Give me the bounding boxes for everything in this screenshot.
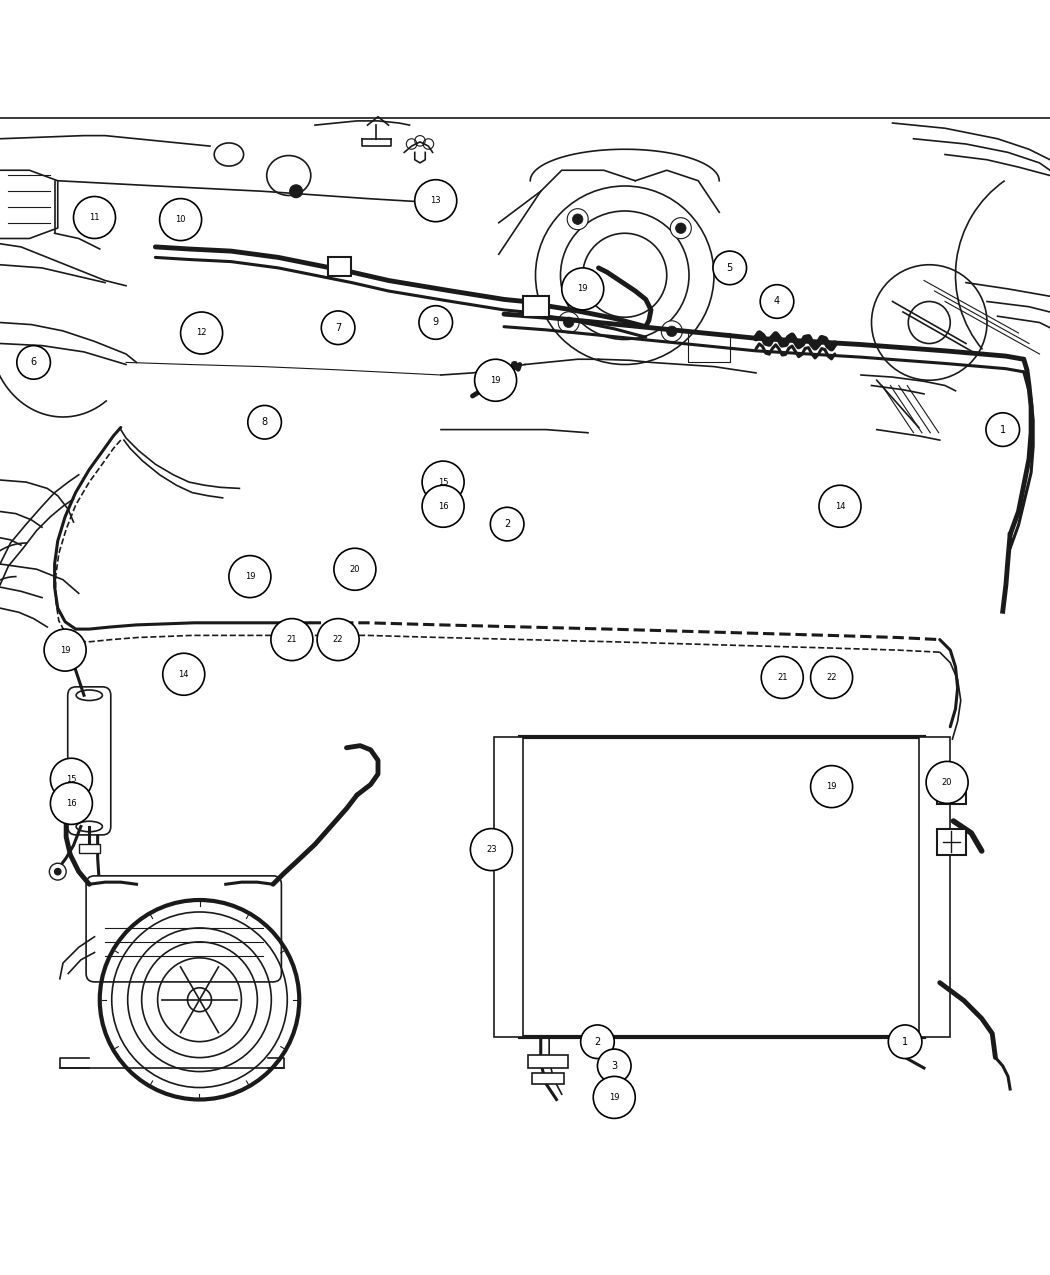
Text: 23: 23	[486, 845, 497, 854]
Circle shape	[581, 1025, 614, 1058]
Circle shape	[181, 312, 223, 354]
Text: 19: 19	[490, 376, 501, 385]
Circle shape	[760, 284, 794, 319]
Circle shape	[713, 251, 747, 284]
Text: 14: 14	[178, 669, 189, 678]
Text: 15: 15	[66, 775, 77, 784]
Circle shape	[334, 548, 376, 590]
Ellipse shape	[76, 821, 103, 831]
Text: 4: 4	[774, 297, 780, 306]
Text: 20: 20	[942, 778, 952, 787]
Text: 1: 1	[1000, 425, 1006, 435]
Bar	[937, 779, 966, 803]
Text: 2: 2	[594, 1037, 601, 1047]
Text: 22: 22	[333, 635, 343, 644]
Text: 19: 19	[578, 284, 588, 293]
Circle shape	[271, 618, 313, 660]
Text: 19: 19	[826, 782, 837, 790]
Circle shape	[819, 486, 861, 528]
Circle shape	[562, 268, 604, 310]
Bar	[919, 737, 950, 1037]
Circle shape	[229, 556, 271, 598]
Text: 16: 16	[66, 799, 77, 808]
Circle shape	[926, 761, 968, 803]
Bar	[532, 1074, 564, 1084]
Circle shape	[188, 988, 211, 1012]
Circle shape	[415, 180, 457, 222]
Circle shape	[811, 765, 853, 807]
Circle shape	[163, 653, 205, 695]
Circle shape	[559, 312, 580, 333]
Text: 7: 7	[335, 323, 341, 333]
Circle shape	[290, 185, 302, 198]
FancyBboxPatch shape	[67, 687, 111, 835]
Circle shape	[593, 1076, 635, 1118]
Circle shape	[422, 462, 464, 504]
Circle shape	[50, 783, 92, 825]
Circle shape	[17, 346, 50, 379]
Circle shape	[567, 209, 588, 230]
Text: 8: 8	[261, 417, 268, 427]
Text: 16: 16	[438, 502, 448, 511]
Text: 13: 13	[430, 196, 441, 205]
Circle shape	[597, 1049, 631, 1082]
Text: 10: 10	[175, 215, 186, 224]
Bar	[328, 258, 351, 277]
Circle shape	[811, 657, 853, 699]
Circle shape	[986, 413, 1020, 446]
Circle shape	[321, 311, 355, 344]
Circle shape	[248, 405, 281, 439]
Circle shape	[761, 657, 803, 699]
Bar	[937, 829, 966, 854]
Text: 6: 6	[30, 357, 37, 367]
Text: 15: 15	[438, 478, 448, 487]
Text: 19: 19	[245, 572, 255, 581]
Circle shape	[670, 218, 691, 238]
Text: 12: 12	[196, 329, 207, 338]
Circle shape	[44, 629, 86, 671]
Text: 3: 3	[611, 1061, 617, 1071]
Circle shape	[74, 196, 116, 238]
Text: 20: 20	[350, 565, 360, 574]
Circle shape	[470, 829, 512, 871]
Circle shape	[662, 321, 682, 342]
Circle shape	[50, 759, 92, 801]
Circle shape	[55, 868, 61, 875]
Bar	[523, 296, 549, 317]
Text: 5: 5	[727, 263, 733, 273]
Text: 21: 21	[777, 673, 788, 682]
Circle shape	[572, 214, 583, 224]
Text: 21: 21	[287, 635, 297, 644]
Bar	[520, 737, 924, 1037]
Text: 9: 9	[433, 317, 439, 328]
Circle shape	[675, 223, 686, 233]
Circle shape	[888, 1025, 922, 1058]
Circle shape	[160, 199, 202, 241]
Circle shape	[564, 317, 574, 328]
Text: 19: 19	[609, 1093, 620, 1102]
Bar	[79, 844, 100, 853]
Circle shape	[475, 360, 517, 402]
Circle shape	[317, 618, 359, 660]
Text: 2: 2	[504, 519, 510, 529]
Text: 14: 14	[835, 502, 845, 511]
Bar	[528, 1056, 568, 1068]
Ellipse shape	[76, 690, 103, 700]
Text: 19: 19	[60, 645, 70, 654]
FancyBboxPatch shape	[86, 876, 281, 982]
Circle shape	[419, 306, 453, 339]
Text: 22: 22	[826, 673, 837, 682]
Text: 1: 1	[902, 1037, 908, 1047]
Bar	[494, 737, 523, 1037]
Circle shape	[490, 507, 524, 541]
Circle shape	[667, 326, 677, 337]
Text: 11: 11	[89, 213, 100, 222]
Circle shape	[49, 863, 66, 880]
Circle shape	[422, 486, 464, 528]
